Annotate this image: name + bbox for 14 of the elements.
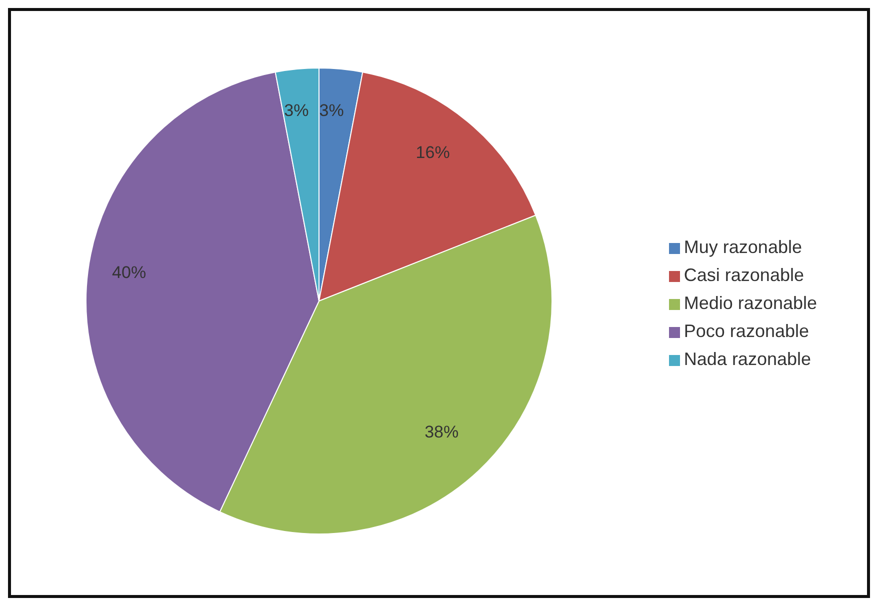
data-label: 16%	[416, 142, 450, 162]
legend-label: Muy razonable	[684, 237, 802, 257]
legend-label: Medio razonable	[684, 293, 817, 313]
pie-slice	[318, 72, 536, 302]
data-label: 40%	[112, 263, 146, 282]
data-label: 3%	[284, 100, 309, 120]
legend-label: Nada razonable	[684, 349, 811, 369]
data-label: 38%	[424, 422, 459, 442]
pie-slice	[274, 68, 320, 302]
pie-slice	[86, 72, 320, 512]
data-label: 3%	[319, 100, 344, 120]
legend-label: Poco razonable	[684, 321, 809, 341]
legend-label: Casi razonable	[684, 265, 804, 285]
pie-slice	[219, 214, 552, 534]
